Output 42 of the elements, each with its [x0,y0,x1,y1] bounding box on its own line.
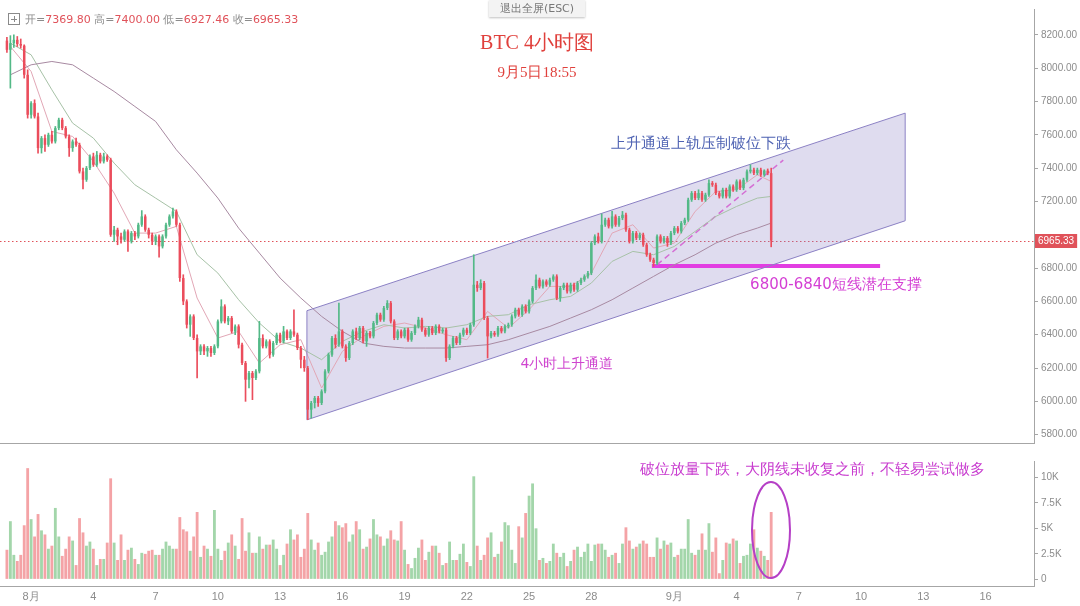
y-tick-label: 6600.00 [1041,295,1078,307]
x-tick-label: 13 [917,589,930,602]
x-tick-label: 4 [90,589,97,602]
x-tick-label: 7 [152,589,159,602]
x-tick-label: 8月 [22,589,40,602]
text: 9月5日18:55 [497,62,577,82]
y-tick-label: 7800.00 [1041,95,1078,107]
x-tick-label: 22 [460,589,473,602]
annotation: 退出全屏(ESC) [489,0,585,17]
x-tick-label: 9月 [665,589,683,602]
y-tick-label: 7600.00 [1041,128,1078,140]
x-tick-label: 25 [522,589,536,602]
x-tick-label: 16 [979,589,992,602]
x-tick-label: 10 [854,589,868,602]
x-tick-label: 7 [795,589,802,602]
y-tick-label: 7400.00 [1041,161,1078,173]
x-tick-label: 13 [273,589,287,602]
y-tick-label: 5800.00 [1041,428,1078,440]
y-tick-label: 6400.00 [1041,328,1078,340]
x-tick-label: 19 [398,589,411,602]
y-tick-label: 2.5K [1041,547,1062,559]
annotation: 开=7369.80 高=7400.00 低=6927.46 收=6965.33 [25,13,299,26]
y-tick-label: 6200.00 [1041,361,1078,373]
x-tick-label: 28 [585,589,598,602]
y-tick-label: 10K [1041,471,1060,483]
y-tick-label: 8200.00 [1041,28,1078,40]
text: BTC 4小时图 [480,29,594,55]
y-tick-label: 7200.00 [1041,195,1078,207]
annotation: 4小时上升通道 [520,355,614,373]
y-tick-label: 7.5K [1041,496,1062,508]
x-tick-label: 4 [733,589,740,602]
y-tick-label: 0 [1041,573,1047,585]
annotation: 6800-6840短线潜在支撑 [750,274,922,294]
annotation: 破位放量下跌，大阴线未收复之前，不轻易尝试做多 [639,459,985,479]
y-tick-label: 5K [1041,522,1054,534]
x-tick-label: 10 [211,589,224,602]
x-tick-label: 16 [336,589,349,602]
ref-line-label: 6965.33 [1038,235,1075,247]
annotation: 上升通道上轨压制破位下跌 [611,133,791,153]
y-tick-label: 6800.00 [1041,261,1078,273]
y-tick-label: 8000.00 [1041,61,1078,73]
y-tick-label: 6000.00 [1041,395,1078,407]
